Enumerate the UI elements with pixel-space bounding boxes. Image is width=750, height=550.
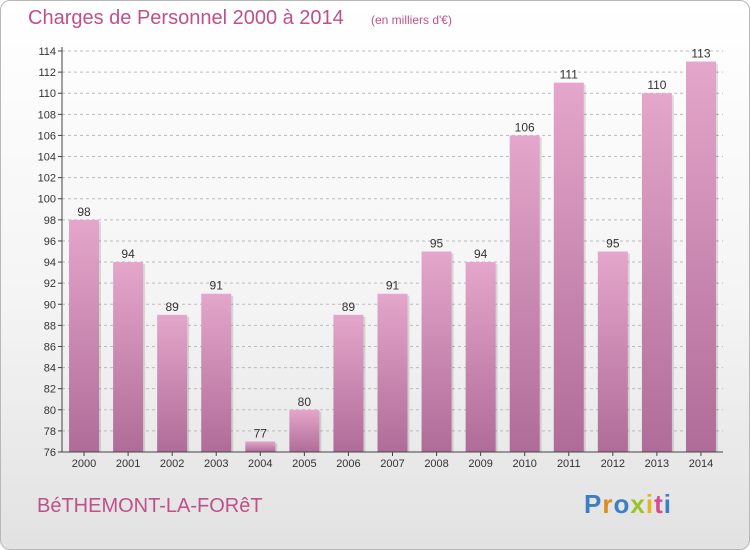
logo-letter: P bbox=[584, 489, 603, 519]
bar bbox=[113, 262, 144, 452]
y-tick-label: 76 bbox=[44, 447, 56, 459]
proxiti-logo[interactable]: Proxiti bbox=[584, 489, 672, 520]
bar bbox=[157, 314, 188, 452]
x-tick-label: 2003 bbox=[204, 458, 228, 470]
x-tick-label: 2007 bbox=[380, 458, 404, 470]
bar bbox=[201, 293, 232, 452]
y-tick-label: 96 bbox=[44, 236, 56, 248]
x-tick-label: 2010 bbox=[512, 458, 536, 470]
data-label: 113 bbox=[691, 47, 710, 61]
logo-letter: i bbox=[663, 489, 672, 519]
bar bbox=[289, 409, 320, 452]
y-tick-label: 94 bbox=[44, 257, 56, 269]
bar bbox=[597, 251, 628, 452]
bar bbox=[421, 251, 452, 452]
x-tick-label: 2012 bbox=[601, 458, 625, 470]
y-tick-label: 90 bbox=[44, 299, 56, 311]
bars: 98 94 89 91 77 80 89 91 95 94 106 111 95 110 113 bbox=[69, 47, 718, 453]
y-tick-label: 82 bbox=[44, 384, 56, 396]
data-label: 94 bbox=[121, 247, 135, 261]
bar bbox=[69, 219, 100, 452]
x-tick-label: 2011 bbox=[557, 458, 581, 470]
x-tick-label: 2006 bbox=[336, 458, 360, 470]
bar bbox=[333, 314, 364, 452]
y-tick-label: 106 bbox=[38, 130, 56, 142]
data-label: 111 bbox=[560, 68, 579, 82]
data-label: 98 bbox=[77, 205, 91, 219]
data-label: 80 bbox=[298, 395, 312, 409]
data-label: 94 bbox=[474, 247, 488, 261]
logo-letter: x bbox=[630, 489, 646, 519]
axes: 76 78 80 82 84 86 88 90 92 94 96 98 100 102 104 106 108 1… bbox=[38, 46, 723, 470]
y-tick-label: 86 bbox=[44, 341, 56, 353]
x-tick-label: 2000 bbox=[72, 458, 96, 470]
x-tick-label: 2004 bbox=[248, 458, 272, 470]
y-tick-label: 114 bbox=[38, 46, 56, 58]
y-tick-label: 112 bbox=[38, 67, 56, 79]
x-tick-label: 2013 bbox=[645, 458, 669, 470]
y-tick-label: 80 bbox=[44, 405, 56, 417]
logo-letter: r bbox=[602, 489, 614, 519]
data-label: 95 bbox=[430, 237, 444, 251]
y-tick-label: 108 bbox=[38, 109, 56, 121]
bar bbox=[377, 293, 408, 452]
y-tick-label: 98 bbox=[44, 215, 56, 227]
logo-letter: t bbox=[654, 489, 664, 519]
y-tick-label: 92 bbox=[44, 278, 56, 290]
data-label: 95 bbox=[606, 237, 620, 251]
data-label: 89 bbox=[165, 300, 179, 314]
x-tick-label: 2005 bbox=[292, 458, 316, 470]
x-tick-label: 2001 bbox=[116, 458, 140, 470]
data-label: 106 bbox=[515, 120, 535, 134]
bar bbox=[509, 135, 540, 452]
x-tick-label: 2008 bbox=[424, 458, 448, 470]
y-tick-label: 78 bbox=[44, 426, 56, 438]
y-tick-label: 102 bbox=[38, 173, 56, 185]
chart-title: Charges de Personnel 2000 à 2014 bbox=[28, 7, 344, 29]
data-label: 91 bbox=[210, 279, 224, 293]
data-label: 77 bbox=[254, 426, 268, 440]
data-label: 91 bbox=[386, 279, 400, 293]
chart-subtitle: (en milliers d'€) bbox=[371, 13, 452, 27]
y-tick-label: 88 bbox=[44, 320, 56, 332]
bar bbox=[641, 93, 672, 453]
bar bbox=[245, 441, 276, 452]
y-tick-label: 110 bbox=[38, 88, 56, 100]
data-label: 110 bbox=[647, 78, 666, 92]
y-tick-label: 100 bbox=[38, 194, 56, 206]
logo-letter: o bbox=[613, 489, 631, 519]
bar bbox=[465, 262, 496, 452]
x-tick-label: 2014 bbox=[689, 458, 713, 470]
commune-name: BéTHEMONT-LA-FORêT bbox=[37, 495, 263, 517]
bar bbox=[553, 82, 584, 452]
bar-chart: 98 94 89 91 77 80 89 91 95 94 106 111 95 110 113 76 78 8… bbox=[38, 46, 723, 470]
logo-letter: i bbox=[645, 489, 655, 519]
y-tick-label: 84 bbox=[44, 363, 56, 375]
x-tick-label: 2002 bbox=[160, 458, 184, 470]
bar bbox=[685, 61, 716, 452]
data-label: 89 bbox=[342, 300, 356, 314]
x-tick-label: 2009 bbox=[468, 458, 492, 470]
y-tick-label: 104 bbox=[38, 152, 56, 164]
